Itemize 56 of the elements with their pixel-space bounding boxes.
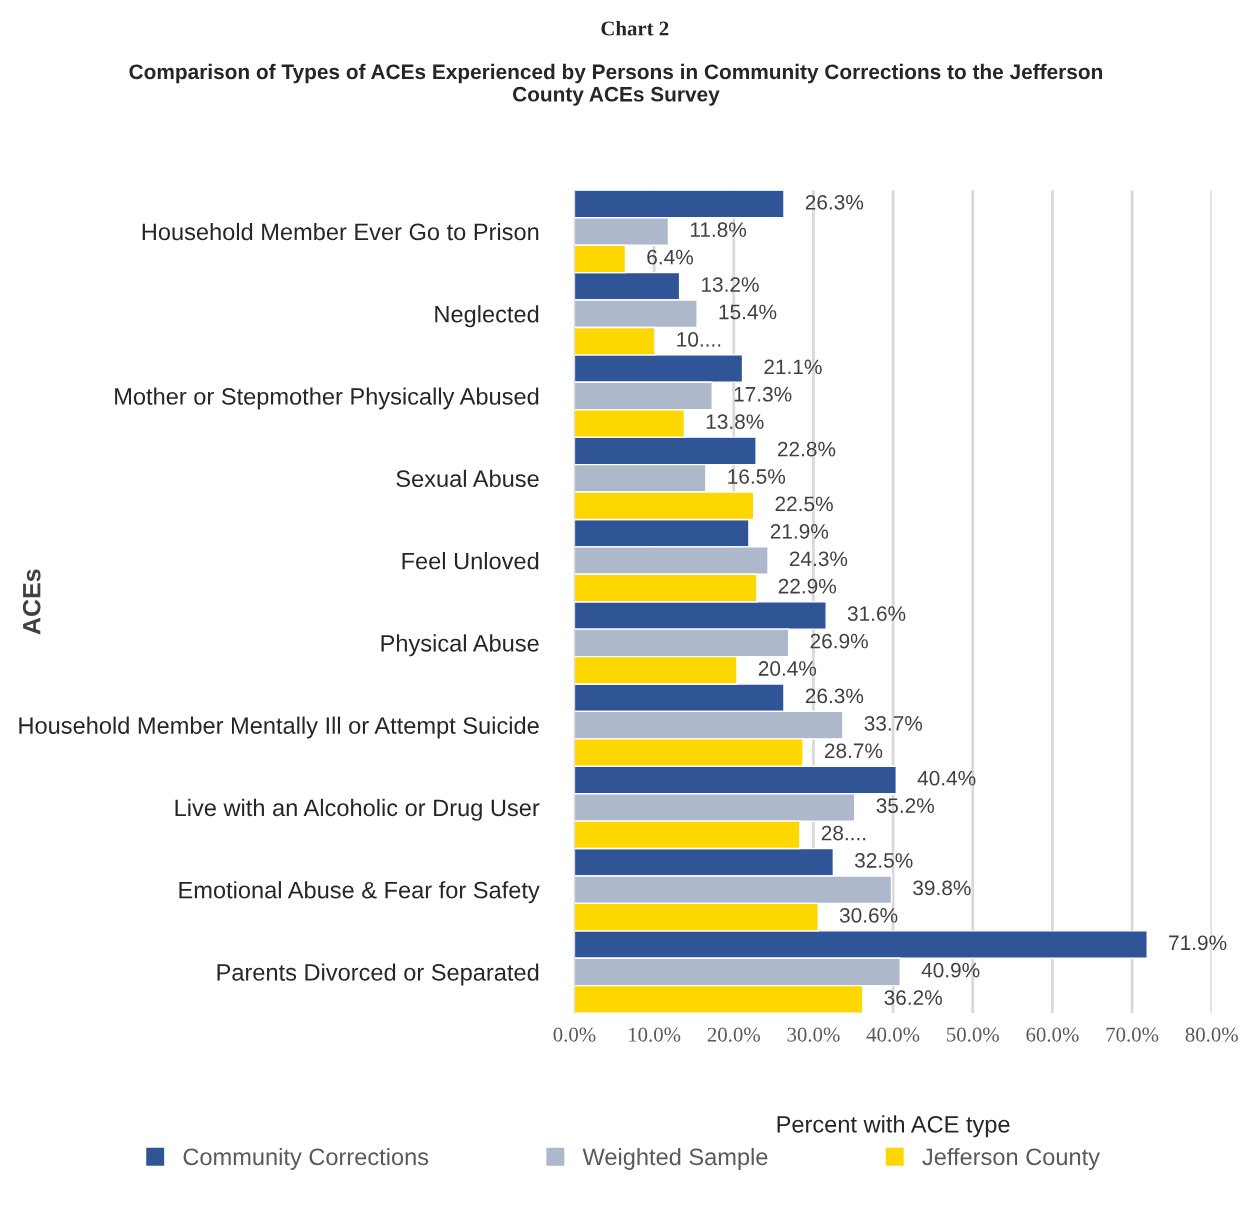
data-label: 26.9% (810, 633, 868, 649)
x-tick-label: 30.0% (787, 1027, 840, 1042)
data-label: 17.3% (734, 386, 792, 402)
legend-label: Weighted Sample (582, 1147, 768, 1170)
y-tick-label: Household Member Ever Go to Prison (142, 222, 539, 241)
data-label: 39.8% (913, 880, 971, 896)
data-label: 40.4% (917, 770, 976, 786)
data-label: 40.9% (921, 962, 980, 978)
y-tick-label: Feel Unloved (402, 552, 539, 570)
y-tick-label: Neglected (435, 305, 539, 328)
data-label: 11.8% (690, 222, 747, 238)
data-label: 22.5% (775, 496, 833, 512)
data-label: 13.8% (706, 414, 764, 430)
data-label: 6.4% (647, 249, 694, 265)
data-label: 32.5% (854, 853, 913, 868)
data-label: 15.4% (719, 304, 777, 320)
y-axis-title: ACEs (22, 569, 41, 635)
data-label: 36.2% (884, 990, 942, 1005)
data-label: 10.... (677, 332, 721, 347)
x-tick-label: 80.0% (1185, 1027, 1238, 1042)
data-label: 28.7% (824, 743, 883, 759)
y-tick-label: Live with an Alcoholic or Drug User (175, 798, 540, 821)
data-label: 26.3% (805, 688, 864, 704)
chart-title: Chart 2 (601, 20, 669, 36)
x-tick-label: 60.0% (1026, 1027, 1079, 1042)
x-tick-label: 10.0% (629, 1027, 681, 1042)
x-tick-label: 50.0% (947, 1027, 999, 1042)
data-label: 35.2% (876, 798, 935, 813)
y-tick-label: Mother or Stepmother Physically Abused (115, 387, 539, 410)
legend-label: Jefferson County (922, 1147, 1100, 1170)
y-tick-label: Sexual Abuse (396, 469, 539, 488)
data-label: 21.1% (764, 359, 822, 375)
data-label: 22.8% (777, 441, 836, 457)
data-label: 21.9% (770, 524, 829, 539)
legend-label: Community Corrections (183, 1147, 429, 1170)
data-label: 28.... (821, 825, 866, 841)
data-label: 16.5% (728, 469, 786, 484)
y-tick-label: Physical Abuse (381, 634, 539, 657)
y-tick-label: Household Member Mentally Ill or Attempt Suicide (19, 716, 539, 739)
chart-subtitle: Comparison of Types of ACEs Experienced by Persons in Community Corrections to the Jefferson County ACEs Survey (129, 63, 1103, 106)
data-label: 20.4% (758, 661, 817, 676)
data-label: 13.2% (702, 277, 759, 292)
y-tick-label: Emotional Abuse & Fear for Safety (179, 881, 540, 904)
data-label: 31.6% (847, 606, 906, 622)
data-label: 22.9% (778, 578, 837, 594)
x-tick-label: 0.0% (553, 1027, 596, 1042)
data-label: 33.7% (864, 715, 923, 731)
x-axis-title: Percent with ACE type (777, 1115, 1010, 1138)
data-label: 30.6% (839, 907, 898, 923)
data-label: 26.3% (805, 194, 864, 210)
x-tick-label: 20.0% (707, 1027, 760, 1042)
data-label: 24.3% (789, 551, 848, 567)
x-tick-label: 40.0% (866, 1027, 920, 1042)
x-tick-label: 70.0% (1106, 1027, 1159, 1042)
data-label: 71.9% (1169, 935, 1227, 951)
y-tick-label: Parents Divorced or Separated (217, 963, 539, 986)
